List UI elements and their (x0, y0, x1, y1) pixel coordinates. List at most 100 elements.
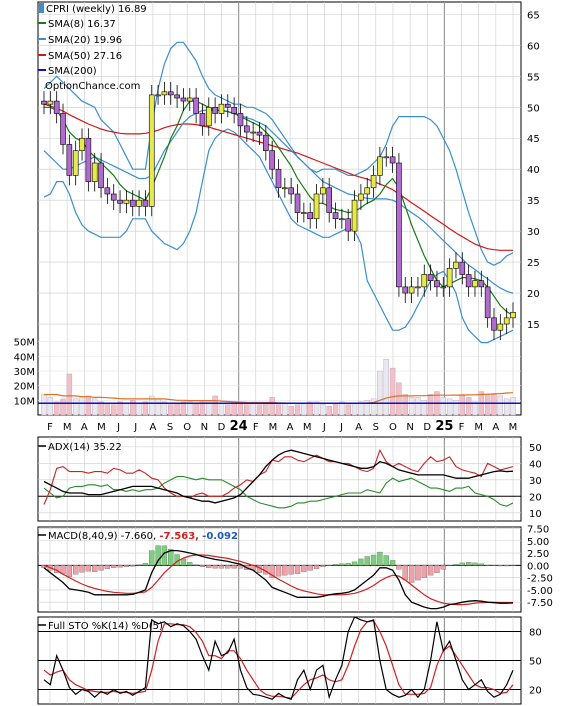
candle-body (256, 131, 263, 136)
candle-body (47, 100, 54, 105)
candle-body (123, 199, 130, 204)
candle-body (136, 199, 142, 207)
macd-histogram-bar (111, 565, 117, 568)
x-tick-label: 25 (435, 419, 453, 434)
volume-bar (53, 401, 60, 416)
volume-bar (288, 406, 294, 416)
macd-histogram-bar (472, 562, 478, 566)
candle-body (117, 199, 123, 204)
legend-sma50: SMA(50) 27.16 (48, 51, 122, 62)
candle-body (301, 212, 307, 214)
volume-bar (396, 382, 402, 416)
candle-body (263, 134, 269, 151)
volume-bar (117, 401, 123, 416)
volume-bar (421, 400, 427, 416)
macd-hist-value: -0.092 (202, 531, 238, 542)
candle-body (389, 156, 396, 164)
macd-histogram-bar (364, 556, 370, 566)
candle-body (453, 261, 459, 269)
volume-bar (244, 404, 250, 416)
macd-histogram-bar (389, 560, 396, 566)
macd-y-tick: 5.00 (527, 537, 549, 548)
volume-bar (79, 397, 85, 416)
volume-bar (111, 404, 117, 416)
macd-histogram-bar (484, 564, 491, 566)
macd-histogram-bar (149, 550, 155, 566)
price-y-tick: 55 (527, 72, 540, 83)
volume-bar (41, 394, 47, 416)
macd-histogram-bar (73, 565, 79, 575)
macd-histogram-bar (104, 565, 111, 569)
volume-bar (465, 397, 472, 416)
macd-histogram-bar (465, 562, 472, 566)
volume-bar (326, 406, 332, 416)
candle-body (434, 280, 440, 288)
candle-body (484, 286, 491, 319)
candle-body (237, 113, 244, 127)
macd-y-tick: -2.50 (527, 574, 553, 585)
legend-sma200: SMA(200) (48, 66, 97, 77)
candle-body (218, 103, 225, 114)
volume-y-tick: 50M (14, 338, 35, 349)
macd-histogram-bar (237, 565, 244, 569)
volume-bar (47, 397, 54, 416)
sto-label: Full STO %K(14) %D(5) (48, 621, 163, 632)
macd-histogram-bar (142, 563, 149, 566)
candle-body (186, 97, 193, 102)
x-tick-label: M (97, 422, 106, 433)
macd-histogram-bar (408, 565, 415, 583)
volume-y-tick: 10M (14, 396, 35, 407)
macd-histogram-bar (117, 565, 123, 568)
candle-body (320, 187, 326, 195)
candle-body (104, 187, 111, 195)
adx-panel (38, 446, 521, 514)
candle-body (98, 162, 104, 189)
volume-bar (358, 401, 364, 416)
x-tick-label: O (389, 422, 397, 433)
volume-y-tick: 30M (14, 367, 35, 378)
macd-histogram-bar (307, 565, 313, 571)
macd-value: -7.660, (121, 531, 156, 542)
volume-bar (364, 400, 370, 416)
volume-bar (282, 403, 288, 416)
volume-bar (136, 403, 142, 416)
volume-bar (345, 404, 351, 416)
macd-histogram-bar (136, 564, 142, 566)
candle-body (313, 193, 320, 220)
volume-bar (92, 398, 98, 416)
macd-histogram-bar (370, 554, 377, 566)
x-tick-label: J (116, 422, 120, 433)
macd-histogram-bar (351, 561, 358, 566)
sma20-line (43, 109, 514, 294)
candle-body (205, 106, 212, 127)
candle-body (421, 274, 428, 288)
macd-signal-value: -7.563, (159, 531, 199, 542)
candle-body (332, 212, 339, 220)
adx-y-tick: 30 (529, 476, 542, 487)
x-tick-label: F (47, 422, 53, 433)
candle-body (161, 91, 168, 96)
macd-histogram-bar (497, 565, 503, 567)
x-tick-label: S (373, 422, 379, 433)
candle-body (364, 187, 371, 195)
volume-bar (484, 394, 491, 416)
macd-histogram-bar (313, 565, 320, 569)
adx-di-plus-line (43, 448, 514, 505)
candle-body (510, 312, 516, 319)
adx-y-tick: 10 (529, 509, 542, 520)
candle-body (231, 106, 237, 114)
volume-bar (98, 401, 104, 416)
volume-bar (60, 398, 66, 416)
macd-histogram-bar (66, 565, 73, 577)
x-tick-label: A (287, 422, 294, 433)
volume-bar (415, 397, 421, 416)
volume-bar (187, 401, 193, 416)
volume-bar (320, 404, 326, 416)
macd-histogram-bar (225, 565, 231, 569)
legend-ticker: CPRI (weekly) 16.89 (46, 4, 147, 15)
bollinger-upper (43, 41, 514, 266)
candle-body (446, 267, 453, 288)
macd-legend: MACD(8,40,9) -7.660, -7.563, -0.092 (38, 531, 238, 542)
macd-histogram-bar (491, 565, 497, 566)
